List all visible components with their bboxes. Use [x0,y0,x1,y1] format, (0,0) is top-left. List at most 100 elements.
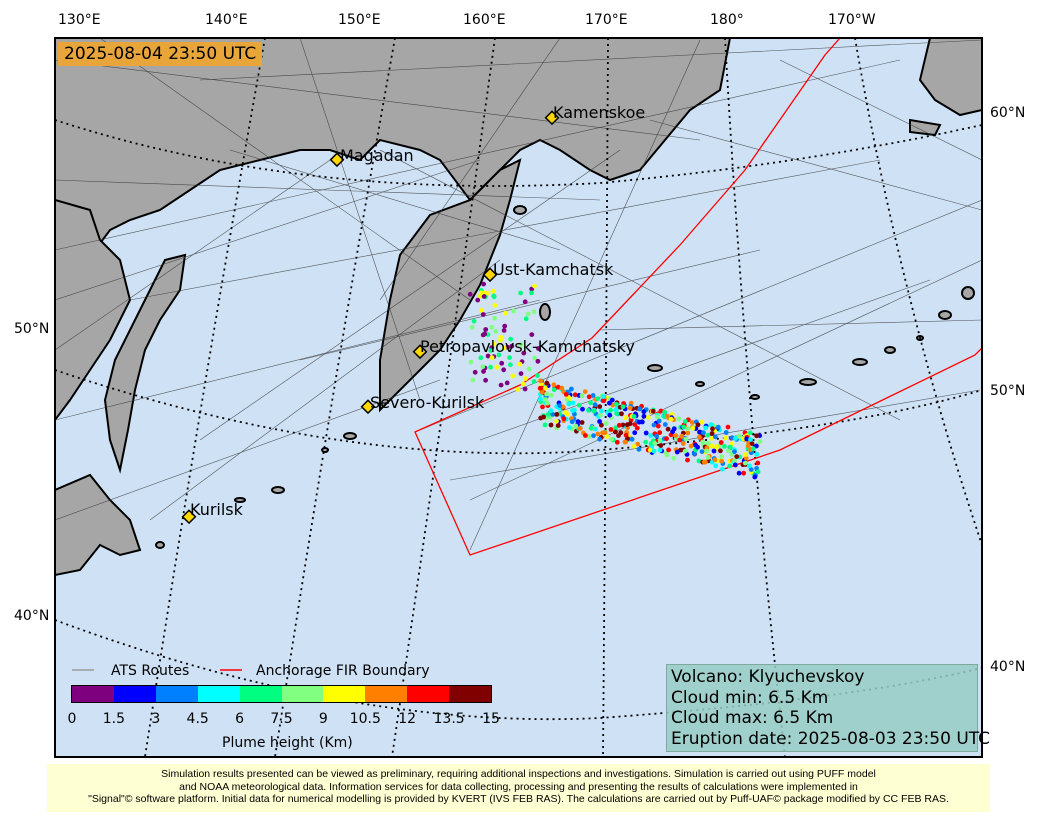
disclaimer-footer: Simulation results presented can be view… [47,764,990,812]
plume-particle [741,470,746,476]
plume-particle [743,455,749,461]
plume-particle [529,332,535,337]
plume-particle [478,355,484,361]
colorbar-tick-label: 10.5 [349,711,381,727]
plume-particle [742,460,748,466]
plume-particle [671,426,677,432]
plume-particle [728,444,733,450]
plume-particle [676,416,682,422]
ats-route-line [55,379,441,521]
plume-particle [696,458,702,464]
plume-particle [708,422,714,428]
ats-route-line [149,259,501,521]
plume-particle [566,401,572,407]
colorbar-tick-label: 6 [235,711,245,727]
plume-particle [480,332,486,338]
colorbar-segment [113,686,156,702]
plume-particle [636,446,642,452]
plume-particle [490,288,496,294]
colorbar-segment [155,686,198,702]
plume-particle [616,433,621,438]
lat-label-right-60n: 60°N [990,105,1026,121]
plume-particle [720,466,725,472]
plume-particle [749,441,755,446]
ats-route-line [649,119,982,211]
plume-particle [481,369,486,374]
plume-particle [515,387,521,392]
plume-particle [662,422,668,427]
plume-particle [701,459,707,465]
plume-particle [723,435,728,441]
plume-particle [715,424,721,430]
disclaimer-line-3: "Signal"© software platform. Initial dat… [88,793,949,805]
plume-particle [754,451,760,457]
city-label-magadan: Magadan [340,146,414,165]
plume-particle [535,358,541,364]
plume-particle [479,307,485,313]
plume-particle [725,424,731,430]
plume-particle [531,379,537,384]
plume-particle [733,436,738,441]
plume-particle [591,408,597,414]
plume-particle [658,408,664,414]
plume-particle [537,385,543,391]
land-siberia [55,38,732,322]
plume-particle [657,430,663,435]
plume-particle [631,414,637,419]
plume-particle [597,419,602,424]
plume-particle [567,425,572,430]
plume-particle [485,353,491,359]
plume-particle [641,409,647,415]
plume-particle [674,449,680,455]
plume-particle [483,377,488,383]
colorbar-tick-label: 9 [318,711,328,727]
lon-label-150e: 150°E [338,12,381,28]
plume-particle [608,407,613,413]
ats-route-line [779,59,982,161]
plume-particle [502,323,508,329]
plume-particle [603,421,609,426]
lat-label-right-40n: 40°N [990,659,1026,675]
graticule [55,38,982,757]
plume-particle [748,467,754,472]
plume-particle [586,434,592,439]
fir-boundary [414,38,982,556]
plume-particle [508,336,514,342]
ats-route-line [299,249,761,361]
islands [155,205,975,549]
city-label-petropavlovsk: Petropavlovsk-Kamchatsky [420,337,635,356]
land-mainland-west [55,198,132,422]
plume-particle [492,315,497,321]
plume-particle [696,434,702,440]
plume-particle [467,291,473,297]
colorbar-segment [197,686,240,702]
plume-particle [604,434,610,439]
plume-particle [614,401,619,407]
plume-particle [620,422,626,428]
plume-particle [579,420,585,425]
plume-particle [651,422,657,428]
lon-label-170e: 170°E [585,12,628,28]
plume-particle [607,400,612,406]
plume-particle [577,426,583,431]
plume-particle [645,415,651,420]
ats-route-line [55,299,541,421]
plume-particle [754,443,759,449]
plume-particle [595,431,601,437]
lon-label-180: 180° [710,12,744,28]
plume-particle [701,430,706,436]
plume-particle [518,342,524,348]
plume-particle [614,439,620,445]
plume-particle [545,412,551,417]
colorbar-segment [281,686,324,702]
plume-particle [685,457,690,463]
ats-route-line [299,38,421,401]
ats-routes-legend-label: ATS Routes [111,663,190,679]
plume-particle [752,474,758,480]
plume-particle [754,433,759,439]
plume-particle [629,436,635,442]
plume-particle [509,343,515,349]
plume-particle [492,302,498,308]
ats-route-line [99,38,471,301]
